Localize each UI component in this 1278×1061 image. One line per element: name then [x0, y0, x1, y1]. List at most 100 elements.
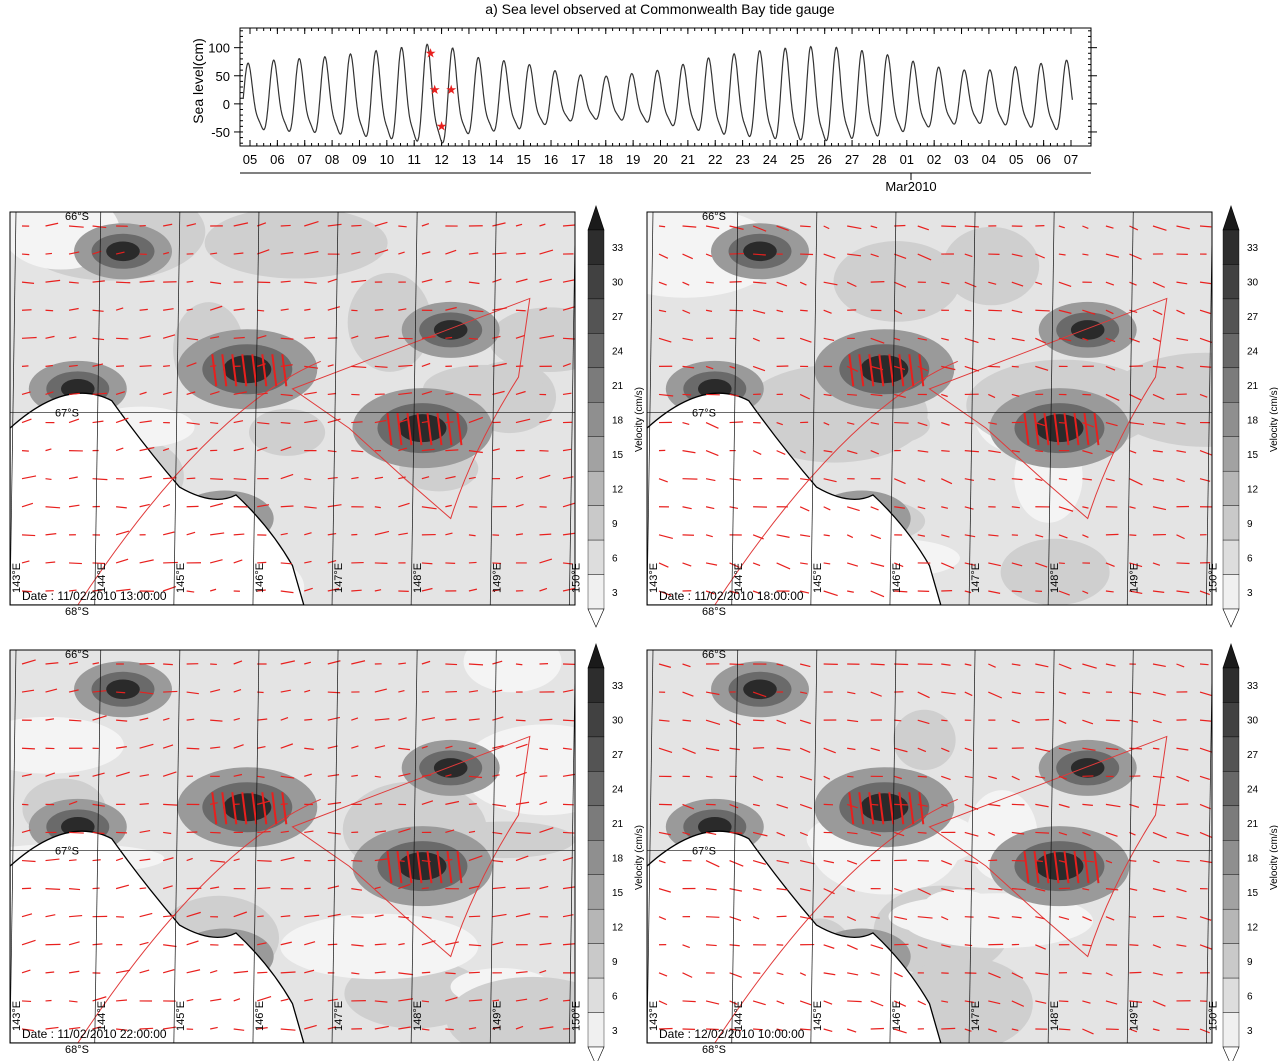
- velocity-arrow: [682, 450, 696, 454]
- velocity-arrow: [445, 996, 458, 1002]
- meridian-line: [647, 650, 654, 1043]
- velocity-arrow: [1105, 253, 1119, 258]
- velocity-arrow: [1035, 562, 1048, 568]
- velocity-arrow: [139, 941, 149, 946]
- velocity-arrow: [729, 916, 742, 922]
- colorbar-tick-label: 24: [1247, 347, 1259, 358]
- velocity-arrow-strong: [1083, 851, 1090, 884]
- velocity-arrow: [1105, 450, 1114, 454]
- lat-label: 66°S: [702, 649, 726, 661]
- velocity-arrow: [68, 689, 79, 693]
- velocity-arrow: [682, 719, 692, 722]
- velocity-arrow: [1129, 534, 1137, 536]
- x-tick-label: 17: [571, 152, 585, 167]
- velocity-arrow: [729, 590, 739, 595]
- velocity-arrow: [562, 773, 575, 777]
- velocity-arrow: [257, 971, 268, 974]
- velocity-arrow: [705, 1000, 720, 1005]
- velocity-arrow: [870, 691, 882, 697]
- velocity-contour: [743, 679, 777, 700]
- x-tick-label: 20: [653, 152, 667, 167]
- velocity-arrow: [1105, 337, 1116, 343]
- velocity-arrow: [847, 972, 859, 976]
- velocity-arrow: [233, 308, 245, 311]
- velocity-arrow: [1129, 309, 1138, 313]
- velocity-arrow: [398, 418, 409, 424]
- velocity-arrow-strong: [221, 792, 228, 825]
- velocity-arrow: [682, 803, 695, 810]
- velocity-arrow: [539, 558, 553, 564]
- velocity-arrow: [21, 534, 36, 537]
- velocity-arrow: [492, 390, 505, 396]
- velocity-arrow: [374, 335, 390, 339]
- velocity-arrow: [21, 391, 31, 396]
- meridian-line: [252, 212, 260, 605]
- velocity-arrow: [682, 691, 694, 697]
- velocity-arrow: [468, 416, 484, 424]
- velocity-arrow: [799, 859, 815, 865]
- velocity-arrow: [988, 972, 1001, 979]
- velocity-arrow: [799, 663, 811, 668]
- velocity-arrow: [515, 252, 526, 255]
- velocity-arrow: [21, 829, 31, 834]
- colorbar-segment: [587, 667, 605, 703]
- velocity-arrow-strong: [416, 851, 423, 884]
- meridian-line: [1206, 650, 1212, 1043]
- velocity-arrow: [1058, 691, 1067, 695]
- velocity-arrow: [421, 940, 436, 946]
- velocity-arrow: [351, 774, 358, 777]
- velocity-arrow: [116, 999, 128, 1002]
- velocity-arrow: [116, 365, 125, 367]
- velocity-arrow: [1058, 803, 1070, 808]
- velocity-arrow: [941, 562, 955, 569]
- meridian-line: [731, 650, 739, 1043]
- velocity-arrow: [163, 223, 173, 227]
- velocity-arrow: [257, 1027, 268, 1030]
- colorbar-tick-label: 18: [612, 416, 624, 427]
- velocity-arrow: [870, 281, 885, 283]
- velocity-arrow: [988, 831, 996, 836]
- velocity-arrow: [776, 225, 789, 232]
- velocity-arrow: [964, 1028, 972, 1032]
- colorbar-segment: [587, 574, 605, 610]
- velocity-arrow: [445, 774, 452, 777]
- velocity-arrow: [799, 281, 807, 286]
- velocity-arrow: [1105, 281, 1115, 286]
- velocity-arrow: [539, 223, 546, 227]
- lon-label: 144°E: [733, 1001, 745, 1031]
- velocity-arrow-strong: [406, 851, 413, 884]
- velocity-arrow: [1129, 1000, 1143, 1003]
- map-panel: 66°S 67°S 68°S 143°E 144°E 145°E 146°E 147°E 148…: [9, 643, 645, 1061]
- velocity-arrow: [45, 364, 53, 367]
- velocity-arrow: [658, 281, 667, 286]
- velocity-arrow: [327, 278, 337, 283]
- velocity-arrow: [1176, 747, 1189, 751]
- velocity-arrow: [139, 887, 147, 890]
- velocity-arrow: [894, 590, 908, 593]
- velocity-arrow: [964, 747, 972, 752]
- velocity-arrow: [1058, 506, 1074, 512]
- velocity-arrow: [1011, 309, 1023, 314]
- velocity-arrow: [210, 859, 226, 863]
- velocity-arrow: [539, 997, 548, 1002]
- velocity-arrow: [257, 392, 268, 396]
- velocity-arrow: [68, 661, 79, 665]
- velocity-arrow: [92, 309, 104, 312]
- colorbar-tick-label: 15: [612, 888, 624, 899]
- velocity-arrow: [374, 589, 382, 592]
- velocity-arrow: [682, 972, 693, 978]
- velocity-arrow: [468, 1027, 477, 1030]
- x-tick-label: 03: [954, 152, 968, 167]
- velocity-arrow: [351, 660, 366, 665]
- velocity-arrow: [1011, 393, 1020, 397]
- velocity-arrow: [139, 858, 151, 862]
- velocity-arrow: [468, 944, 482, 947]
- velocity-arrow: [753, 747, 765, 749]
- velocity-arrow-strong: [1033, 413, 1040, 446]
- colorbar-tick-label: 33: [612, 681, 624, 692]
- velocity-arrow: [92, 943, 103, 946]
- velocity-arrow: [800, 478, 811, 481]
- velocity-arrow: [515, 719, 526, 722]
- velocity-arrow: [1035, 281, 1043, 285]
